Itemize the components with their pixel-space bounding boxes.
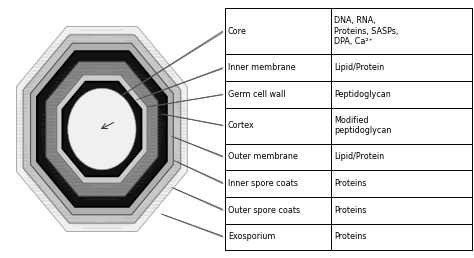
Text: Modified
peptidoglycan: Modified peptidoglycan xyxy=(335,116,392,135)
Text: Proteins: Proteins xyxy=(335,206,367,215)
Polygon shape xyxy=(37,51,167,207)
Text: Exosporium: Exosporium xyxy=(228,232,275,241)
Text: Lipid/Protein: Lipid/Protein xyxy=(335,152,384,162)
Polygon shape xyxy=(30,43,173,215)
Polygon shape xyxy=(57,75,147,183)
Polygon shape xyxy=(17,27,187,231)
Text: Proteins: Proteins xyxy=(335,179,367,188)
Text: Outer membrane: Outer membrane xyxy=(228,152,298,162)
Ellipse shape xyxy=(68,88,136,170)
Text: Inner spore coats: Inner spore coats xyxy=(228,179,298,188)
Polygon shape xyxy=(70,91,134,167)
Text: Outer spore coats: Outer spore coats xyxy=(228,206,300,215)
Polygon shape xyxy=(23,35,181,223)
Text: Lipid/Protein: Lipid/Protein xyxy=(335,63,384,72)
Text: Inner membrane: Inner membrane xyxy=(228,63,296,72)
Text: Germ cell wall: Germ cell wall xyxy=(228,90,285,99)
Text: Cortex: Cortex xyxy=(228,121,255,130)
Text: Core: Core xyxy=(228,27,247,36)
Text: DNA, RNA,
Proteins, SASPs,
DPA, Ca²⁺: DNA, RNA, Proteins, SASPs, DPA, Ca²⁺ xyxy=(335,16,399,46)
Text: Peptidoglycan: Peptidoglycan xyxy=(335,90,391,99)
Polygon shape xyxy=(46,62,158,196)
Polygon shape xyxy=(63,82,141,176)
Text: Proteins: Proteins xyxy=(335,232,367,241)
